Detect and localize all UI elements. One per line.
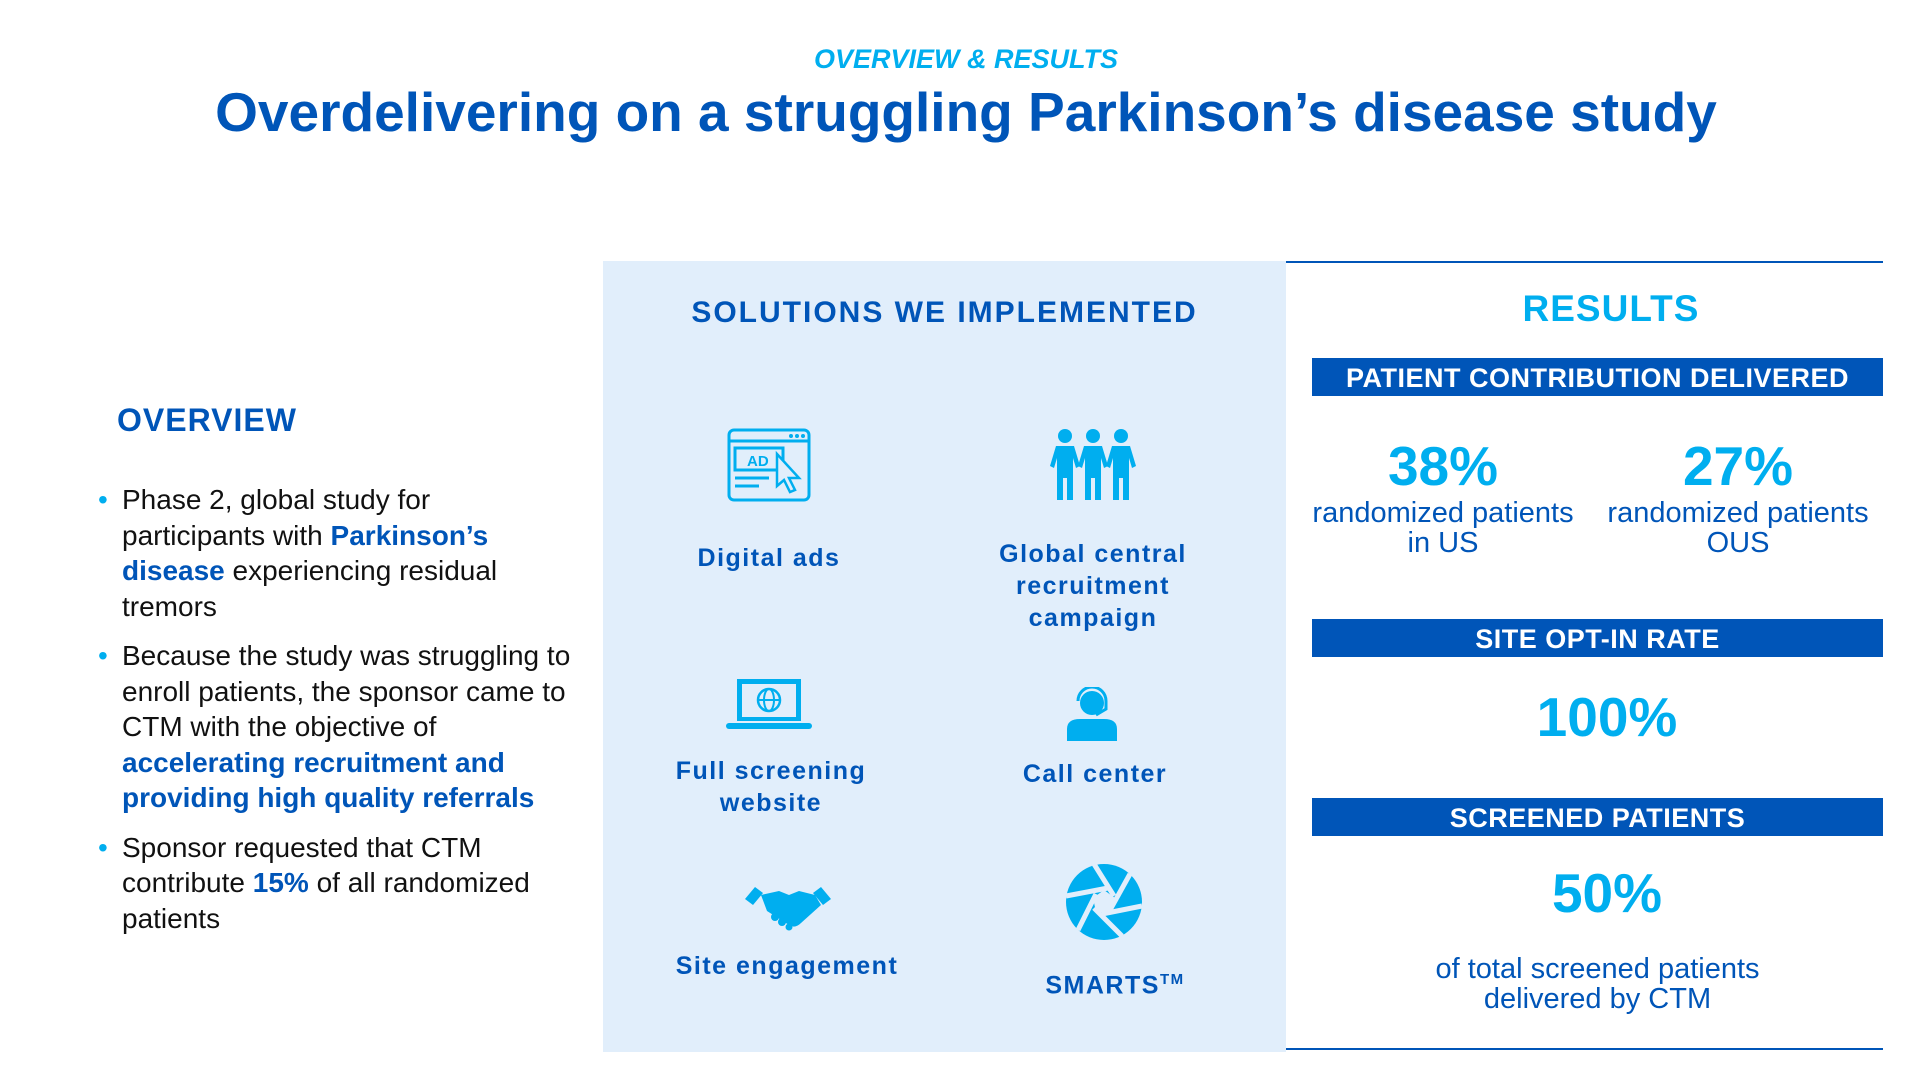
us-value: 38%: [1387, 435, 1499, 497]
aperture-icon: [1065, 862, 1143, 940]
overview-heading: OVERVIEW: [117, 402, 297, 438]
solution-global-campaign: Global central recruitment campaign: [999, 540, 1187, 632]
results-top-divider: [1286, 261, 1883, 263]
bullet-text: Phase 2, global study for participants w…: [122, 484, 431, 551]
ous-value: 27%: [1682, 435, 1794, 497]
laptop-globe-icon: [726, 679, 812, 729]
solution-smarts: SMARTSTM: [965, 964, 1265, 1001]
screened-patients-bar: SCREENED PATIENTS: [1312, 798, 1883, 836]
screened-label-line2: delivered by CTM: [1483, 983, 1712, 1015]
screened-value: 50%: [1551, 862, 1663, 924]
overview-bullet: Phase 2, global study for participants w…: [98, 482, 578, 624]
overview-bullet: Sponsor requested that CTM contribute 15…: [98, 830, 578, 937]
highlight-text: accelerating recruitment and providing h…: [122, 746, 535, 814]
us-label-line2: in US: [1407, 527, 1479, 559]
solution-call-center: Call center: [1022, 760, 1168, 788]
results-heading: RESULTS: [1522, 288, 1700, 329]
people-group-icon: [1050, 429, 1136, 500]
highlight-text: Parkinson’s disease: [122, 519, 489, 587]
solution-digital-ads: Digital ads: [697, 544, 841, 572]
results-bottom-divider: [1286, 1048, 1883, 1050]
us-label: randomized patients in US: [1293, 498, 1593, 558]
page-title: Overdelivering on a struggling Parkinson…: [215, 81, 1717, 143]
overview-bullets: Phase 2, global study for participants w…: [98, 482, 578, 950]
overview-bullet: Because the study was struggling to enro…: [98, 638, 578, 816]
trademark: TM: [1159, 971, 1185, 988]
headset-agent-icon: [1067, 687, 1117, 741]
us-label-line1: randomized patients: [1312, 497, 1574, 529]
bullet-text: experiencing residual tremors: [122, 555, 498, 622]
bullet-text: Because the study was struggling to enro…: [122, 640, 571, 742]
ous-label-line2: OUS: [1706, 527, 1770, 559]
ous-label: randomized patients OUS: [1588, 498, 1888, 558]
section-subtitle: OVERVIEW & RESULTS: [813, 44, 1119, 74]
solutions-heading: SOLUTIONS WE IMPLEMENTED: [691, 296, 1198, 329]
smarts-label: SMARTS: [1045, 971, 1160, 1000]
handshake-icon: [745, 887, 831, 931]
screened-label: of total screened patients delivered by C…: [1312, 954, 1883, 1014]
ous-label-line1: randomized patients: [1607, 497, 1869, 529]
solutions-panel: [603, 261, 1286, 1052]
patient-contribution-bar: PATIENT CONTRIBUTION DELIVERED: [1312, 358, 1883, 396]
svg-text:AD: AD: [747, 453, 769, 470]
solution-site-engagement: Site engagement: [675, 952, 899, 980]
ad-click-icon: AD: [727, 428, 811, 502]
solution-screening-website: Full screening website: [675, 757, 867, 817]
bullet-text: of all randomized patients: [122, 867, 530, 934]
site-opt-in-value: 100%: [1536, 686, 1678, 748]
bullet-text: Sponsor requested that CTM contribute: [122, 831, 482, 899]
site-opt-in-bar: SITE OPT-IN RATE: [1312, 619, 1883, 657]
screened-label-line1: of total screened patients: [1435, 953, 1760, 985]
highlight-text: 15%: [252, 867, 309, 898]
